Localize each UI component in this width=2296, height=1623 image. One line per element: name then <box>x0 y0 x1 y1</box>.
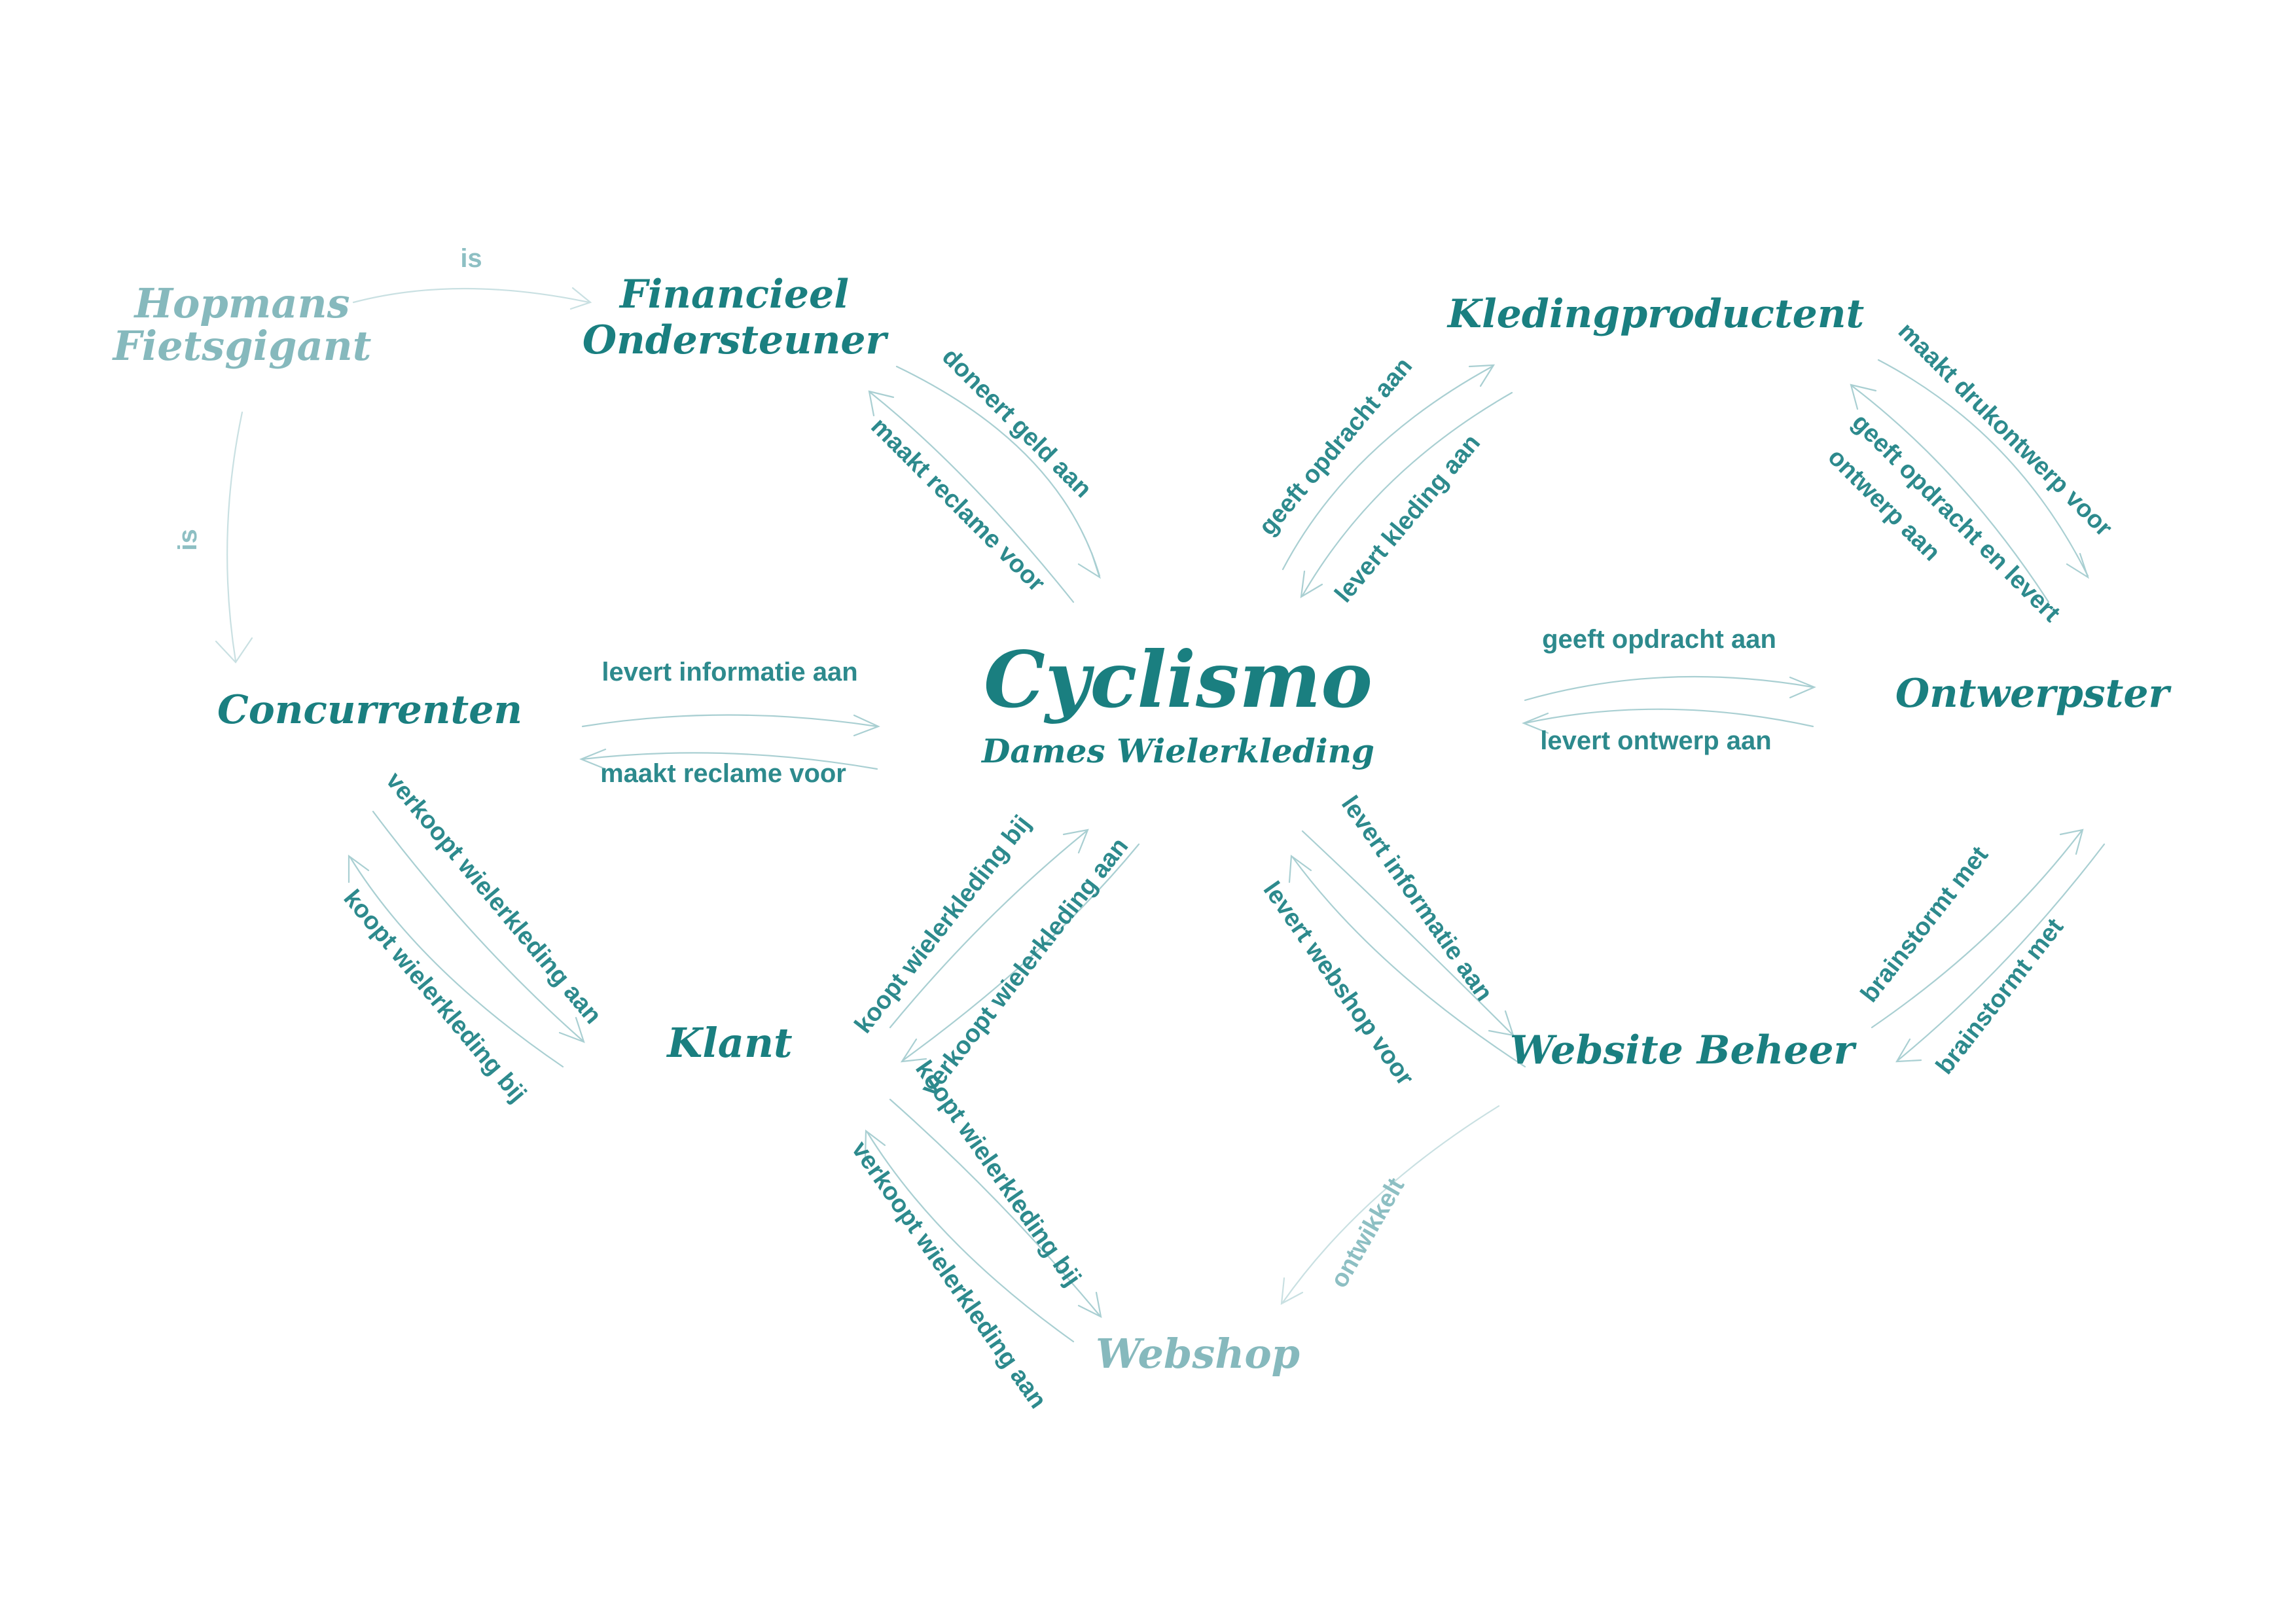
node-webshop: Webshop <box>1096 1330 1300 1378</box>
label-levert-informatie-aan-conc: levert informatie aan <box>601 658 857 687</box>
nodes: Cyclismo Dames Wielerkleding Hopmans Fie… <box>112 272 2172 1378</box>
label-levert-informatie-aan-web: levert informatie aan <box>1336 791 1498 1007</box>
arrow-levert-info-conc <box>581 714 878 728</box>
node-website-beheer: Website Beheer <box>1510 1027 1857 1073</box>
arrowhead <box>348 854 370 883</box>
arrowhead <box>215 637 253 664</box>
arrowhead <box>1789 676 1816 699</box>
arrowhead <box>1077 552 1101 579</box>
label-ontwikkelt: ontwikkelt <box>1325 1173 1410 1293</box>
label-maakt-drukontwerp-voor: maakt drukontwerp voor <box>1893 317 2117 542</box>
arrowhead <box>1488 1010 1515 1037</box>
arrow-verkoopt-conc <box>372 810 584 1042</box>
arrow-verkoopt-shop <box>866 1131 1075 1343</box>
arrow-verkoopt-cyc <box>902 843 1140 1061</box>
arrowhead <box>864 1129 886 1158</box>
edge-labels: is is doneert geld aan maakt reclame voo… <box>173 244 2117 1414</box>
node-financieel-line1: Financieel <box>619 272 849 317</box>
node-financieel-line2: Ondersteuner <box>583 317 889 363</box>
arrow-opdracht-ontwerp <box>1851 385 2050 603</box>
label-brainstormt-met-1: brainstormt met <box>1856 841 1994 1007</box>
arrow-reclame-conc <box>581 752 878 770</box>
node-ontwerpster: Ontwerpster <box>1895 671 2172 717</box>
arrow-koopt-cyc <box>889 830 1088 1029</box>
label-levert-ontwerp-aan: levert ontwerp aan <box>1540 726 1771 755</box>
arrow-brainstormt-2 <box>1897 843 2106 1061</box>
arrowhead <box>900 1038 927 1063</box>
label-maakt-reclame-voor-conc: maakt reclame voor <box>600 759 846 788</box>
arrowhead <box>569 287 592 310</box>
node-hopmans-line2: Fietsgigant <box>112 322 372 370</box>
node-kledingproducent: Kledingproductent <box>1446 291 1865 337</box>
node-hopmans-line1: Hopmans <box>133 279 350 327</box>
arrow-levert-kleding <box>1301 391 1513 597</box>
arrowhead <box>1062 829 1089 854</box>
arrows <box>215 287 2106 1343</box>
arrowhead <box>2066 552 2090 579</box>
arrow-hopmans-financieel <box>352 287 590 304</box>
arrow-opdracht-ontw <box>1524 675 1814 702</box>
node-concurrenten: Concurrenten <box>217 687 522 733</box>
node-klant: Klant <box>666 1019 793 1067</box>
label-levert-kleding-aan: levert kleding aan <box>1330 429 1486 608</box>
label-levert-webshop-voor: levert webshop voor <box>1258 877 1419 1091</box>
label-is-financieel: is <box>460 244 482 273</box>
label-is-concurrenten: is <box>173 529 202 550</box>
arrowhead <box>558 1016 585 1043</box>
arrow-levert-info-web <box>1301 830 1513 1035</box>
arrow-reclame-fin <box>869 391 1075 603</box>
label-doneert-geld-aan: doneert geld aan <box>937 343 1097 503</box>
arrowhead <box>1300 570 1323 599</box>
arrow-ontwikkelt <box>1282 1105 1500 1304</box>
label-verkoopt-wielerkleding-aan-shop: verkoopt wielerkleding aan <box>846 1136 1052 1414</box>
arrow-doneert <box>895 365 1101 577</box>
node-cyclismo-subtitle: Dames Wielerkleding <box>980 732 1374 770</box>
arrowhead <box>579 748 607 770</box>
arrowhead <box>1288 854 1312 883</box>
arrowhead <box>1850 383 1877 410</box>
arrowhead <box>2059 829 2084 855</box>
arrow-koopt-conc <box>349 856 564 1068</box>
arrow-drukontwerp <box>1877 359 2089 577</box>
arrow-geeft-opdracht-kled <box>1282 365 1494 571</box>
node-cyclismo: Cyclismo <box>984 634 1372 725</box>
arrow-hopmans-concurrenten <box>226 411 243 662</box>
arrowhead <box>1077 1291 1102 1318</box>
arrow-brainstormt-1 <box>1871 830 2083 1029</box>
arrowhead <box>1280 1277 1304 1305</box>
label-brainstormt-met-2: brainstormt met <box>1931 913 2069 1079</box>
label-geeft-opdracht-aan-kled: geeft opdracht aan <box>1253 353 1418 541</box>
label-geeft-opdracht-aan-ontw: geeft opdracht aan <box>1542 625 1776 654</box>
arrowhead <box>1895 1038 1922 1063</box>
label-verkoopt-wielerkleding-aan-cyc: verkoopt wielerkleding aan <box>916 832 1134 1101</box>
arrow-koopt-shop <box>889 1098 1101 1317</box>
arrowhead <box>1468 364 1496 387</box>
arrow-levert-ontwerp <box>1524 708 1814 728</box>
arrowhead <box>1522 712 1549 734</box>
arrowhead <box>868 390 895 417</box>
arrow-levert-webshop <box>1291 856 1526 1068</box>
arrowhead <box>853 714 880 737</box>
